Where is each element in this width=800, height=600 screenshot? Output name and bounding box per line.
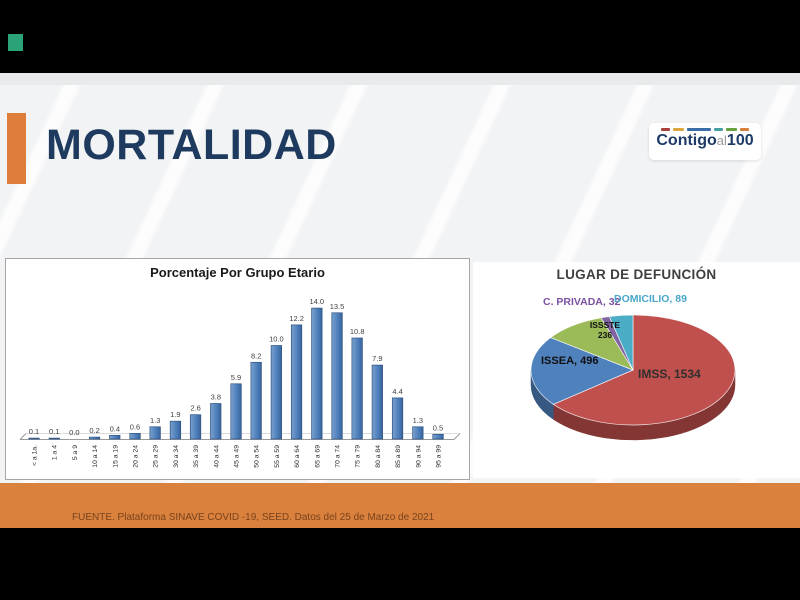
svg-text:5 a 9: 5 a 9 xyxy=(72,445,79,460)
logo-dash xyxy=(673,128,684,131)
svg-text:60 a 64: 60 a 64 xyxy=(294,445,301,468)
svg-text:70 a 74: 70 a 74 xyxy=(335,445,342,468)
svg-text:4.4: 4.4 xyxy=(392,387,402,396)
svg-text:0.1: 0.1 xyxy=(29,427,39,436)
logo-brand-mid: al xyxy=(716,133,727,148)
svg-text:10.8: 10.8 xyxy=(350,327,365,336)
svg-text:0.4: 0.4 xyxy=(110,424,120,433)
svg-text:0.2: 0.2 xyxy=(89,426,99,435)
svg-text:30 a 34: 30 a 34 xyxy=(173,445,180,468)
pie-chart-title: LUGAR DE DEFUNCIÓN xyxy=(556,267,717,282)
svg-text:1 a 4: 1 a 4 xyxy=(52,445,59,460)
logo-text: Contigoal100 xyxy=(649,133,761,149)
logo-dash xyxy=(726,128,737,131)
svg-text:75 a 79: 75 a 79 xyxy=(355,445,362,468)
title-accent-bar xyxy=(7,113,26,184)
svg-text:2.6: 2.6 xyxy=(190,404,200,413)
logo-dash xyxy=(661,128,670,131)
svg-text:15 a 19: 15 a 19 xyxy=(112,445,119,468)
corner-marker xyxy=(8,34,23,51)
svg-text:12.2: 12.2 xyxy=(289,314,304,323)
svg-text:10.0: 10.0 xyxy=(269,335,284,344)
svg-text:5.9: 5.9 xyxy=(231,373,241,382)
logo-brand-2: 100 xyxy=(726,132,754,149)
svg-text:20 a 24: 20 a 24 xyxy=(133,445,140,468)
svg-text:50 a 54: 50 a 54 xyxy=(254,445,261,468)
svg-text:55 a 59: 55 a 59 xyxy=(274,445,281,468)
svg-text:45 a 49: 45 a 49 xyxy=(234,445,241,468)
bottom-letterbox xyxy=(0,528,800,600)
bar-chart-title: Porcentaje Por Grupo Etario xyxy=(150,265,325,280)
logo-dash xyxy=(687,128,711,131)
svg-text:25 a 29: 25 a 29 xyxy=(153,445,160,468)
pie-chart-panel: LUGAR DE DEFUNCIÓN IMSS, 1534 ISSEA, 496… xyxy=(473,262,800,478)
svg-text:10 a 14: 10 a 14 xyxy=(92,445,99,468)
pie-chart xyxy=(530,314,736,441)
logo-dashes xyxy=(649,128,761,131)
logo-brand-1: Contigo xyxy=(656,132,717,149)
svg-text:14.0: 14.0 xyxy=(309,297,324,306)
contigo-al-100-logo: Contigoal100 xyxy=(649,123,761,160)
svg-text:85 a 89: 85 a 89 xyxy=(395,445,402,468)
source-note: FUENTE. Plataforma SINAVE COVID -19, SEE… xyxy=(72,512,435,523)
svg-text:1.3: 1.3 xyxy=(413,416,423,425)
logo-dash xyxy=(740,128,749,131)
svg-text:7.9: 7.9 xyxy=(372,354,382,363)
logo-dash xyxy=(714,128,723,131)
svg-text:< a 1a.: < a 1a. xyxy=(32,445,39,466)
pie-label-issste: ISSSTE 236 xyxy=(589,320,621,341)
svg-text:1.9: 1.9 xyxy=(170,410,180,419)
svg-text:0.5: 0.5 xyxy=(433,423,443,432)
svg-text:80 a 84: 80 a 84 xyxy=(375,445,382,468)
svg-text:8.2: 8.2 xyxy=(251,351,261,360)
top-letterbox xyxy=(0,0,800,73)
svg-text:1.3: 1.3 xyxy=(150,416,160,425)
pie-label-c-privada: C. PRIVADA, 32 xyxy=(543,296,621,308)
bar-chart: 0.1 < a 1a. 0.1 1 a 4 0.0 5 a 9 0.2 10 a 14 0.4 1… xyxy=(19,297,461,468)
svg-text:0.0: 0.0 xyxy=(69,428,79,437)
svg-text:65 a 69: 65 a 69 xyxy=(314,445,321,468)
svg-text:35 a 39: 35 a 39 xyxy=(193,445,200,468)
page-title: MORTALIDAD xyxy=(46,121,337,169)
svg-text:0.6: 0.6 xyxy=(130,422,140,431)
svg-text:0.1: 0.1 xyxy=(49,427,59,436)
svg-text:13.5: 13.5 xyxy=(330,302,345,311)
svg-text:90 a 94: 90 a 94 xyxy=(415,445,422,468)
svg-text:3.8: 3.8 xyxy=(211,393,221,402)
pie-label-issea: ISSEA, 496 xyxy=(541,355,599,367)
footer-band: FUENTE. Plataforma SINAVE COVID -19, SEE… xyxy=(0,483,800,528)
pie-label-imss: IMSS, 1534 xyxy=(638,367,701,381)
svg-text:40 a 44: 40 a 44 xyxy=(213,445,220,468)
pie-label-domicilio: DOMICILIO, 89 xyxy=(614,293,687,305)
slide-canvas: MORTALIDAD Contigoal100 0.1 < a 1a. 0.1 1 a… xyxy=(0,85,800,483)
bar-chart-panel: 0.1 < a 1a. 0.1 1 a 4 0.0 5 a 9 0.2 10 a 14 0.4 1… xyxy=(5,258,470,480)
svg-text:95 a 99: 95 a 99 xyxy=(436,445,443,468)
